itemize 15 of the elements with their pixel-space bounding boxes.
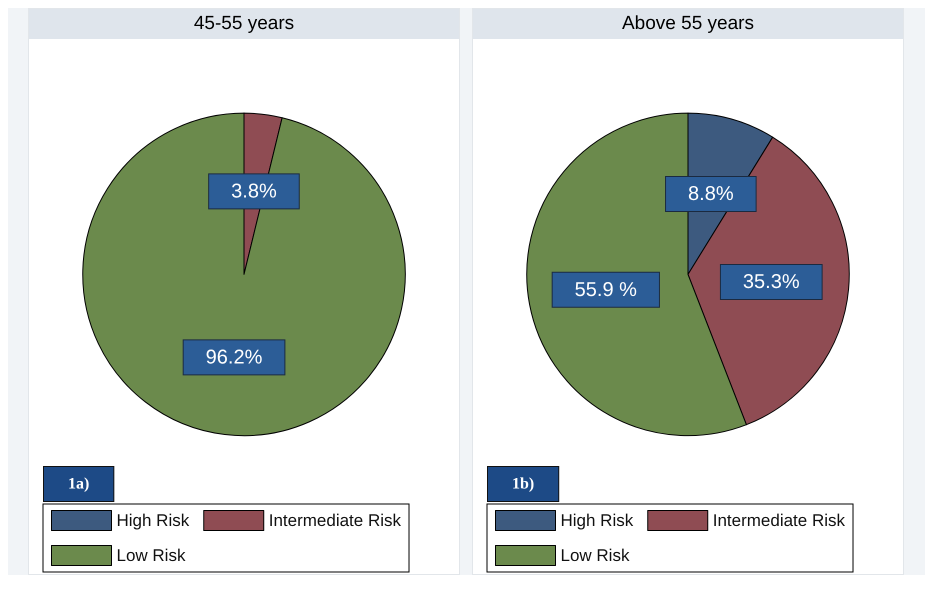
data-label: 35.3%	[742, 271, 800, 294]
text: 1b)	[512, 476, 534, 492]
legend-label: High Risk	[560, 511, 634, 530]
data-label: 3.8%	[231, 180, 277, 202]
legend-label: Intermediate Risk	[712, 511, 846, 530]
legend-label: High Risk	[116, 511, 190, 530]
text: 1a)	[68, 476, 90, 492]
data-label: 55.9 %	[574, 278, 638, 301]
data-label: 96.2%	[206, 346, 263, 368]
chart-title: Above 55 years	[473, 9, 903, 39]
data-label: 8.8%	[688, 182, 734, 205]
chart-title: 45-55 years	[29, 9, 459, 39]
legend-label: Low Risk	[560, 546, 630, 565]
legend-label: Low Risk	[116, 546, 186, 565]
legend-label: Intermediate Risk	[268, 511, 402, 530]
